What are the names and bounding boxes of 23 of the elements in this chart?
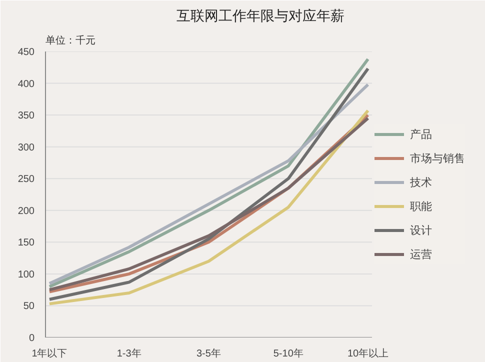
y-tick-label: 250 <box>18 174 35 186</box>
chart-title: 互联网工作年限与对应年薪 <box>176 8 344 24</box>
legend-label: 运营 <box>410 248 432 262</box>
y-tick-label: 300 <box>18 142 35 154</box>
y-tick-label: 450 <box>18 47 35 58</box>
y-tick-label: 0 <box>28 333 35 344</box>
y-tick-label: 150 <box>18 238 35 249</box>
legend-label: 职能 <box>410 200 432 214</box>
legend-label: 技术 <box>410 176 432 190</box>
y-tick-label: 50 <box>23 301 35 312</box>
x-tick-label: 1-3年 <box>116 348 142 360</box>
y-tick-label: 350 <box>18 110 35 122</box>
x-tick-label: 10年以上 <box>347 348 389 360</box>
y-tick-label: 100 <box>18 269 35 280</box>
y-tick-label: 400 <box>18 78 35 90</box>
legend-label: 市场与销售 <box>410 152 465 166</box>
legend-label: 设计 <box>410 224 432 238</box>
x-tick-label: 5-10年 <box>273 348 304 360</box>
x-tick-label: 3-5年 <box>196 348 221 360</box>
x-tick-label: 1年以下 <box>32 348 68 360</box>
y-tick-label: 200 <box>18 206 35 217</box>
legend-label: 产品 <box>410 128 432 142</box>
text: 单位：千元 <box>46 34 96 46</box>
